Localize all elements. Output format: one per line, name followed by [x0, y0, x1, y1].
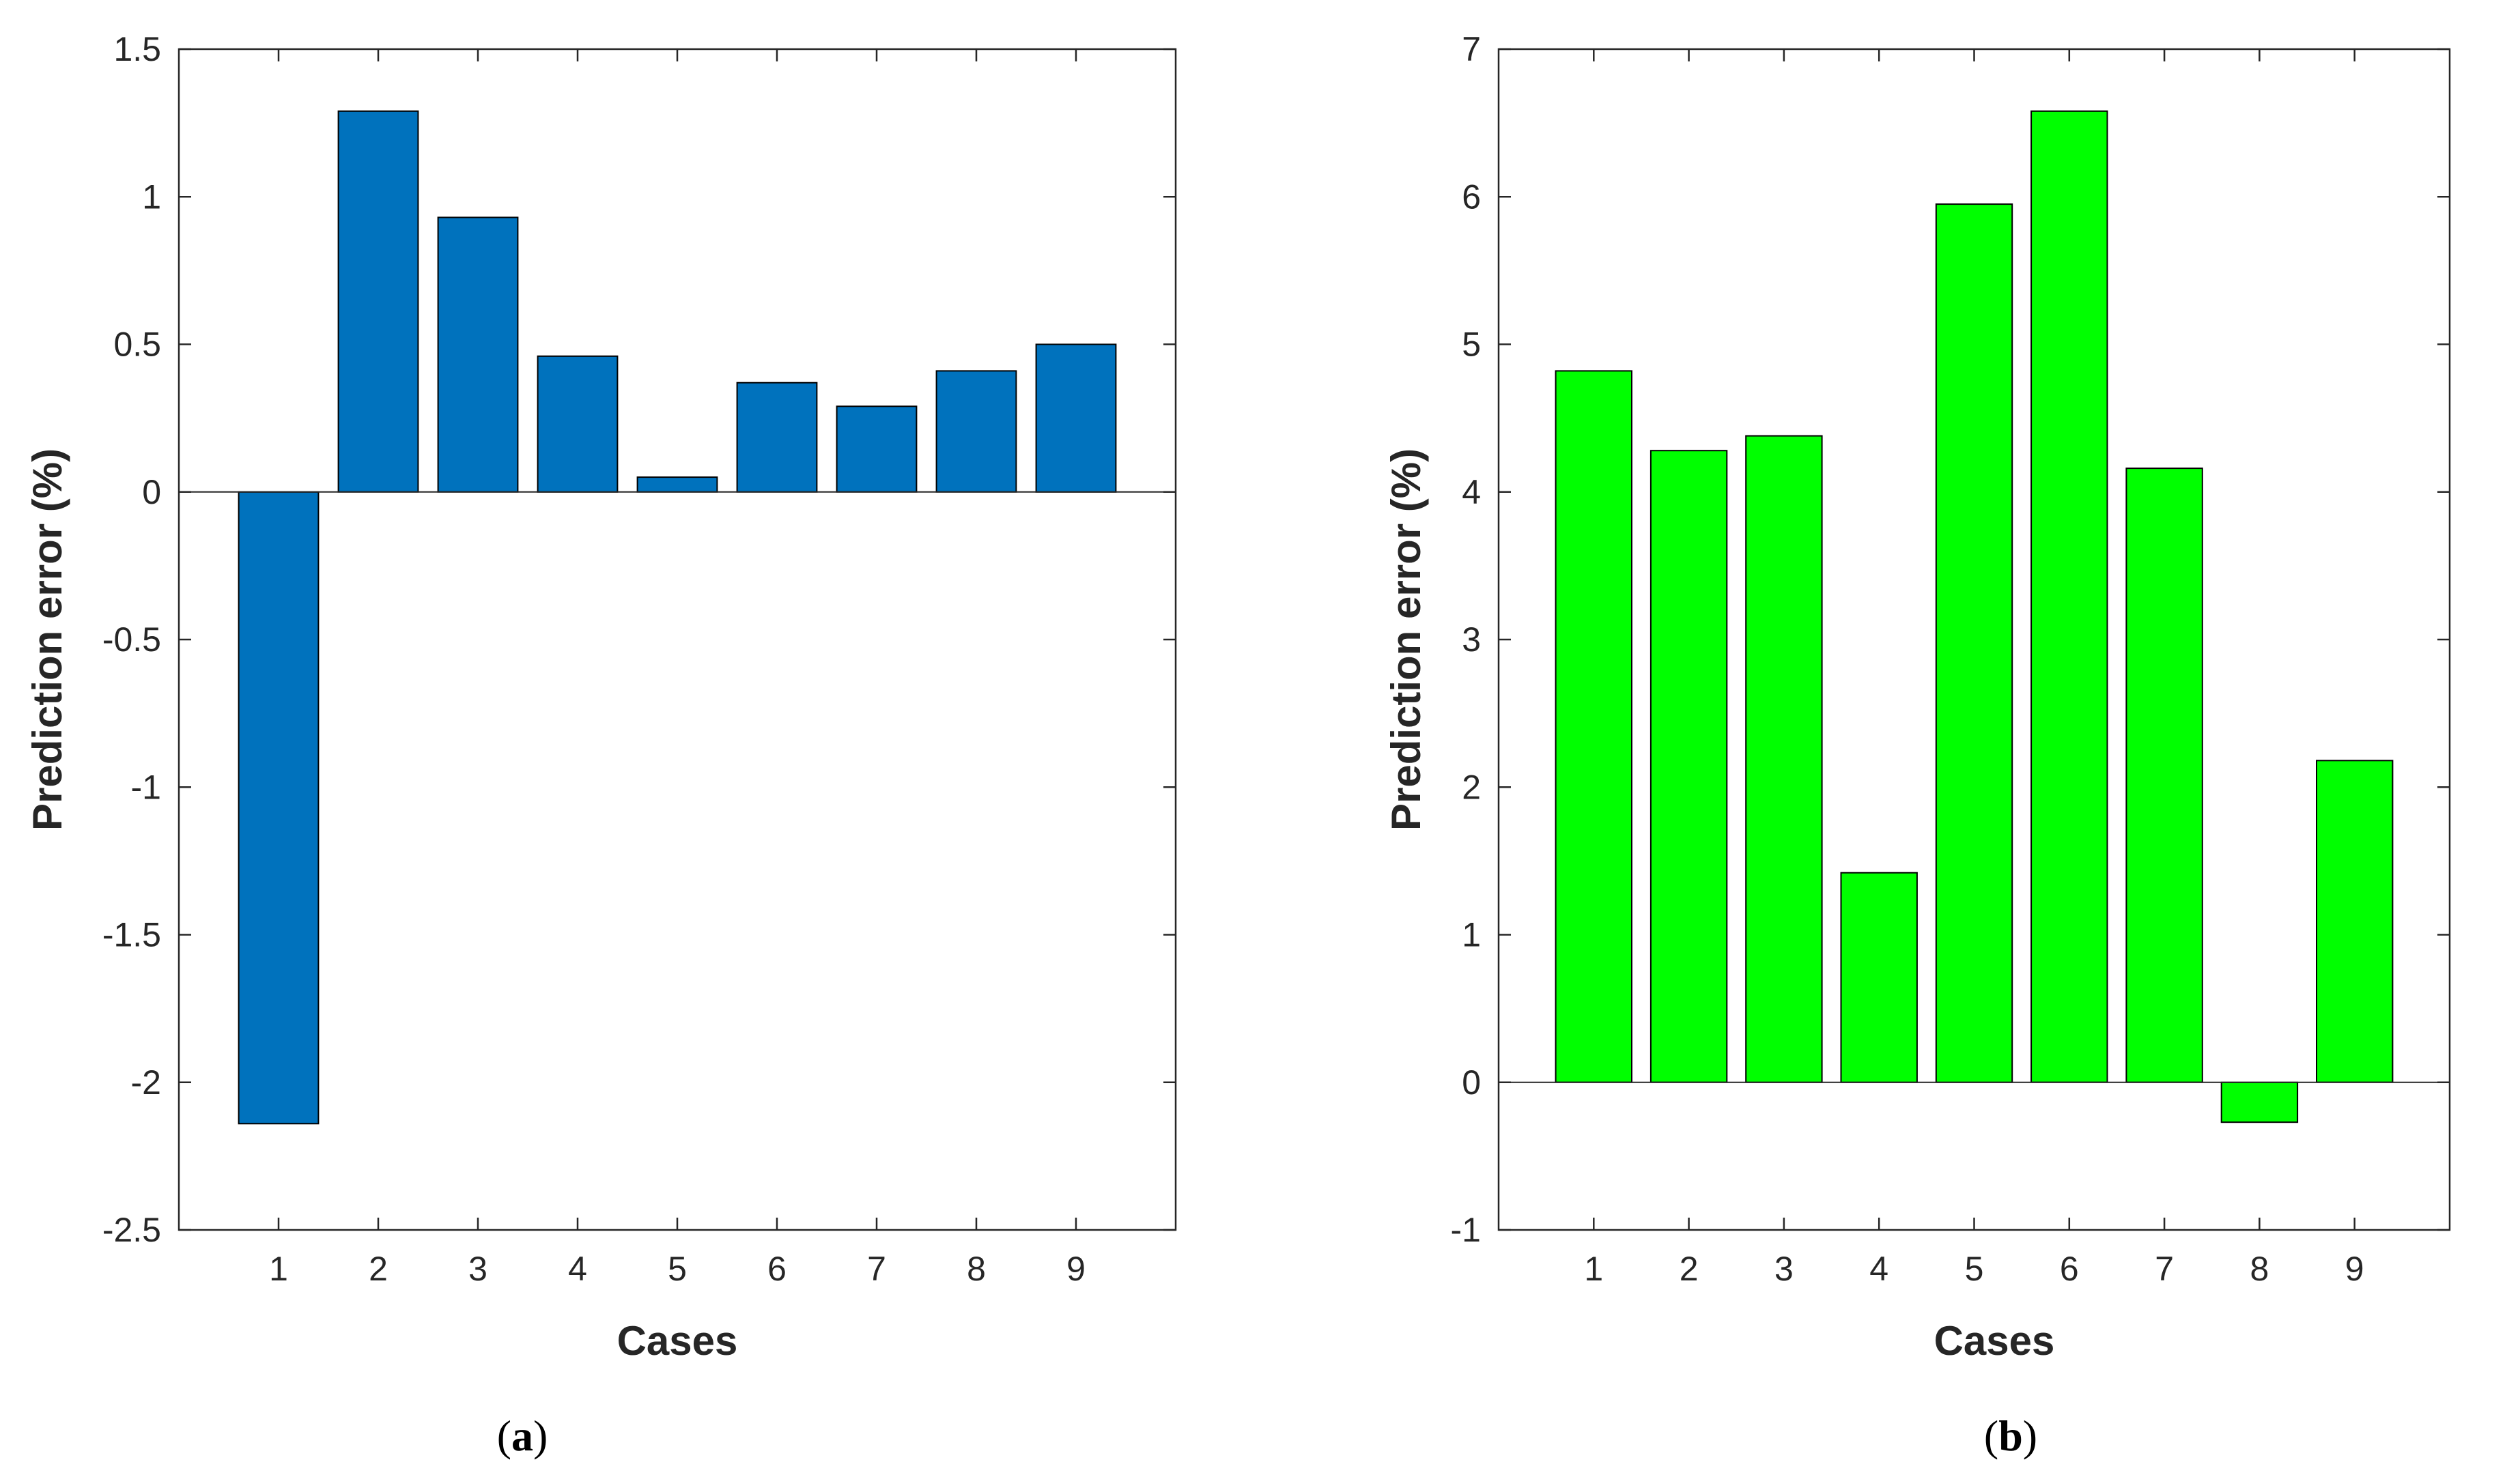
y-tick-label-b: 5 [1462, 326, 1481, 364]
bar-b-case-5 [1935, 203, 2013, 1083]
bar-a-case-8 [935, 370, 1017, 493]
y-tick-label-b: 7 [1462, 30, 1481, 68]
bar-b-case-8 [2220, 1081, 2299, 1123]
bar-a-case-5 [636, 476, 718, 493]
x-tick-label-b: 1 [1584, 1250, 1603, 1288]
x-tick-label-b: 8 [2250, 1250, 2269, 1288]
x-tick-label-b: 9 [2345, 1250, 2364, 1288]
x-axis-title-b: Cases [1934, 1318, 2055, 1364]
y-tick-label-b: 4 [1462, 473, 1481, 511]
y-tick-label-a: -0.5 [102, 620, 161, 659]
y-axis-title-a: Prediction error (%) [25, 448, 70, 831]
x-tick-label-b: 4 [1869, 1250, 1888, 1288]
x-tick-label-b: 2 [1680, 1250, 1699, 1288]
x-tick-label-a: 9 [1066, 1250, 1086, 1288]
bars-b [1555, 110, 2394, 1123]
bar-a-case-3 [437, 216, 519, 493]
y-axis-title-b: Prediction error (%) [1383, 448, 1429, 831]
plot-area-a [179, 49, 1176, 1230]
y-tick-label-a: 0.5 [113, 326, 161, 364]
x-axis-title-a: Cases [617, 1318, 738, 1364]
bar-a-case-1 [238, 491, 320, 1125]
x-tick-label-b: 5 [1965, 1250, 1984, 1288]
x-tick-label-a: 3 [468, 1250, 487, 1288]
y-tick-label-a: -2.5 [102, 1211, 161, 1249]
plot-frame-a [178, 48, 1177, 1231]
y-tick-label-b: 0 [1462, 1063, 1481, 1102]
y-tick-label-b: -1 [1451, 1211, 1481, 1249]
bar-a-case-9 [1035, 343, 1117, 493]
y-tick-label-b: 2 [1462, 768, 1481, 806]
chart-panel-a: -2.5 -2 -1.5 -1 -0.5 0 0.5 1 1.5 1 2 3 4 5 6 7 8 9 Cases… [25, 30, 1177, 1460]
bar-a-case-4 [537, 355, 619, 493]
y-tick-label-a: 1 [142, 177, 161, 216]
bar-b-case-2 [1650, 450, 1728, 1083]
panel-label-b: (b) [1984, 1411, 2037, 1460]
bars-a [238, 110, 1117, 1125]
y-tick-label-a: 0 [142, 473, 161, 511]
y-tick-label-a: -1.5 [102, 916, 161, 954]
bar-b-case-3 [1745, 435, 1823, 1083]
y-tick-label-a: -2 [131, 1063, 161, 1102]
y-tick-label-b: 3 [1462, 620, 1481, 659]
x-tick-label-a: 5 [668, 1250, 687, 1288]
x-tick-label-b: 6 [2060, 1250, 2079, 1288]
bar-a-case-6 [736, 382, 818, 493]
bar-b-case-6 [2030, 110, 2108, 1083]
x-tick-label-b: 3 [1774, 1250, 1794, 1288]
y-tick-label-a: -1 [131, 768, 161, 806]
bar-a-case-2 [337, 110, 419, 493]
bar-b-case-7 [2125, 468, 2203, 1083]
x-tick-label-a: 8 [967, 1250, 986, 1288]
x-tick-label-a: 4 [568, 1250, 587, 1288]
x-tick-label-b: 7 [2155, 1250, 2174, 1288]
x-tick-label-a: 1 [269, 1250, 288, 1288]
chart-panel-b: -1 0 1 2 3 4 5 6 7 1 2 3 4 5 6 7 8 9 Cases Prediction er… [1383, 30, 2451, 1460]
y-tick-label-a: 1.5 [113, 30, 161, 68]
bar-b-case-1 [1555, 370, 1633, 1083]
x-axis-ticks-b: 1 2 3 4 5 6 7 8 9 [1584, 49, 2364, 1288]
bar-b-case-4 [1840, 872, 1918, 1083]
x-tick-label-a: 7 [867, 1250, 886, 1288]
panel-label-a: (a) [497, 1411, 548, 1460]
bar-a-case-7 [836, 405, 918, 493]
x-tick-label-a: 6 [767, 1250, 787, 1288]
x-axis-ticks-a: 1 2 3 4 5 6 7 8 9 [269, 49, 1086, 1288]
y-tick-label-b: 1 [1462, 916, 1481, 954]
plot-frame-b [1497, 48, 2451, 1231]
x-tick-label-a: 2 [369, 1250, 388, 1288]
y-axis-ticks-a: -2.5 -2 -1.5 -1 -0.5 0 0.5 1 1.5 [102, 30, 1176, 1249]
bar-b-case-9 [2316, 760, 2394, 1083]
y-tick-label-b: 6 [1462, 177, 1481, 216]
